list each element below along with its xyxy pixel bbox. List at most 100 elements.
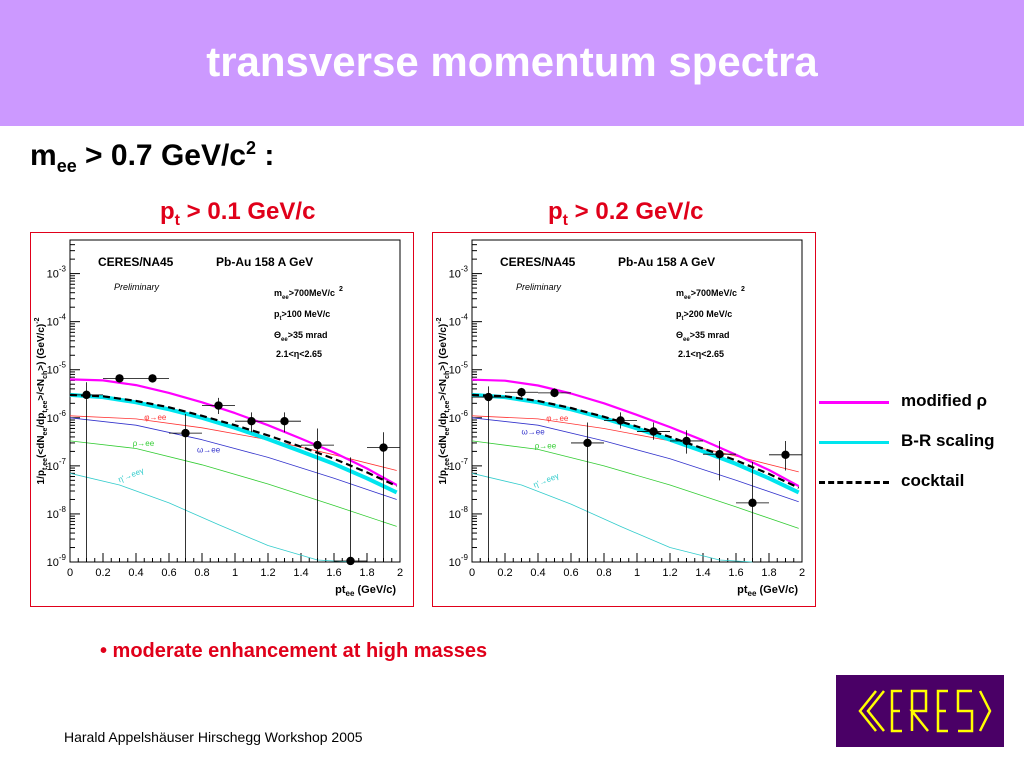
y-tick-exponent: -5	[461, 361, 469, 370]
preliminary-label: Preliminary	[114, 282, 160, 292]
y-tick-base: 10	[449, 269, 461, 281]
x-tick-label: 2	[799, 567, 805, 579]
y-tick-exponent: -3	[59, 265, 67, 274]
y-tick-label: 10-8	[47, 505, 67, 521]
cut-pt: pt>100 MeV/c	[274, 309, 330, 322]
x-tick-label: 0.8	[194, 567, 209, 579]
data-point	[148, 374, 157, 383]
x-tick-label: 1	[634, 567, 640, 579]
channel-label-rho: ρ→ee	[133, 439, 155, 448]
cut-eta-high: <2.65	[299, 349, 322, 359]
y-tick-label: 10-9	[449, 553, 469, 569]
cut-eta: 2.1<η<2.65	[678, 349, 724, 359]
right-pt-symbol: p	[548, 198, 563, 225]
data-point	[715, 449, 724, 459]
x-label-unit: (GeV/c)	[354, 584, 396, 596]
y-tick-base: 10	[47, 365, 59, 377]
y-label-part: (<dN	[36, 435, 47, 458]
cut-eta-low: 2.1<	[678, 349, 696, 359]
cut-eta-high: <2.65	[701, 349, 724, 359]
y-label-sub: t,ee	[444, 458, 451, 470]
data-point	[517, 388, 526, 397]
x-tick-label: 1.2	[260, 567, 275, 579]
left-pt-cut: pt > 0.1 GeV/c	[160, 198, 315, 230]
y-label-part: >/<N	[438, 379, 449, 401]
x-tick-label: 1.6	[728, 567, 743, 579]
y-label-part: /dp	[438, 413, 449, 428]
channel-label-rho: ρ→ee	[535, 441, 557, 450]
logo-c-outer	[858, 690, 877, 732]
y-label-part: 1/p	[438, 470, 449, 484]
y-label-part: /dp	[36, 413, 47, 428]
curve-cocktail	[471, 393, 800, 489]
cut-pt-sub: t	[682, 316, 684, 322]
y-label-part: (<dN	[438, 435, 449, 458]
x-tick-label: 1.4	[293, 567, 308, 579]
cut-pt-value: >200 MeV/c	[684, 309, 733, 319]
y-tick-exponent: -7	[59, 457, 67, 466]
y-tick-base: 10	[449, 509, 461, 521]
cut-mass-power: 2	[741, 286, 745, 293]
y-tick-base: 10	[449, 461, 461, 473]
data-point	[214, 401, 223, 410]
y-label-part: >) (GeV/c)	[438, 324, 449, 371]
cut-eta: 2.1<η<2.65	[276, 349, 322, 359]
data-point	[484, 392, 493, 402]
legend-line-modified-rho	[819, 401, 889, 404]
y-tick-exponent: -4	[461, 313, 469, 322]
x-label-main: pt	[335, 584, 346, 596]
x-tick-label: 0.4	[530, 567, 545, 579]
y-tick-exponent: -4	[59, 313, 67, 322]
cut-theta-sub: ee	[281, 337, 288, 343]
mass-cut-value: > 0.7 GeV/c	[76, 139, 246, 172]
y-tick-exponent: -8	[461, 505, 469, 514]
y-tick-label: 10-3	[449, 265, 469, 281]
cut-theta-value: >35 mrad	[690, 330, 730, 340]
x-tick-label: 0.6	[563, 567, 578, 579]
left-pt-symbol: p	[160, 198, 175, 225]
pad-frame	[30, 232, 414, 607]
cut-pt-value: >100 MeV/c	[282, 309, 331, 319]
cut-mass-power: 2	[339, 286, 343, 293]
logo-e2	[936, 689, 948, 733]
y-label-sub: ee	[42, 428, 49, 436]
channel-label-omega: ω→ee	[522, 427, 546, 436]
legend-label-modified-rho: modified ρ	[901, 391, 988, 410]
curve-rho	[471, 440, 799, 529]
mass-cut-colon: :	[256, 139, 275, 172]
legend-item-cocktail: cocktail	[815, 471, 1020, 491]
x-tick-label: 0	[67, 567, 73, 579]
x-label-sub: ee	[748, 589, 757, 598]
curve-eta-prime	[471, 472, 753, 563]
x-tick-label: 1.4	[695, 567, 710, 579]
data-point	[313, 440, 322, 450]
y-tick-label: 10-4	[47, 313, 67, 329]
legend-line-cocktail	[819, 481, 889, 484]
y-tick-base: 10	[449, 317, 461, 329]
legend-label-cocktail: cocktail	[901, 471, 965, 490]
y-tick-exponent: -6	[59, 409, 67, 418]
y-tick-exponent: -6	[461, 409, 469, 418]
left-pt-subscript: t	[174, 211, 180, 229]
data-point	[280, 416, 289, 426]
legend-item-modified-rho: modified ρ	[815, 391, 1020, 411]
mass-symbol: m	[30, 139, 57, 172]
data-point	[181, 428, 190, 438]
data-point	[379, 443, 388, 452]
y-tick-label: 10-5	[449, 361, 469, 377]
cut-theta: Θee>35 mrad	[274, 330, 327, 343]
y-label-sub: t,ee	[42, 400, 49, 412]
cut-eta-symbol: η	[294, 349, 300, 359]
ceres-logo-mark	[858, 689, 992, 733]
experiment-label: CERES/NA45	[98, 255, 174, 269]
data-point	[583, 438, 592, 448]
legend-line-br-scaling	[819, 441, 889, 444]
logo-s	[956, 689, 974, 733]
x-tick-label: 0	[469, 567, 475, 579]
y-tick-base: 10	[47, 317, 59, 329]
data-point	[550, 388, 559, 398]
cut-eta-low: 2.1<	[276, 349, 294, 359]
curve-rho	[69, 440, 397, 527]
y-tick-label: 10-8	[449, 505, 469, 521]
y-axis-label: 1/pt,ee(<dNee/dpt,ee>/<Nch>) (GeV/c)-2	[436, 317, 451, 484]
